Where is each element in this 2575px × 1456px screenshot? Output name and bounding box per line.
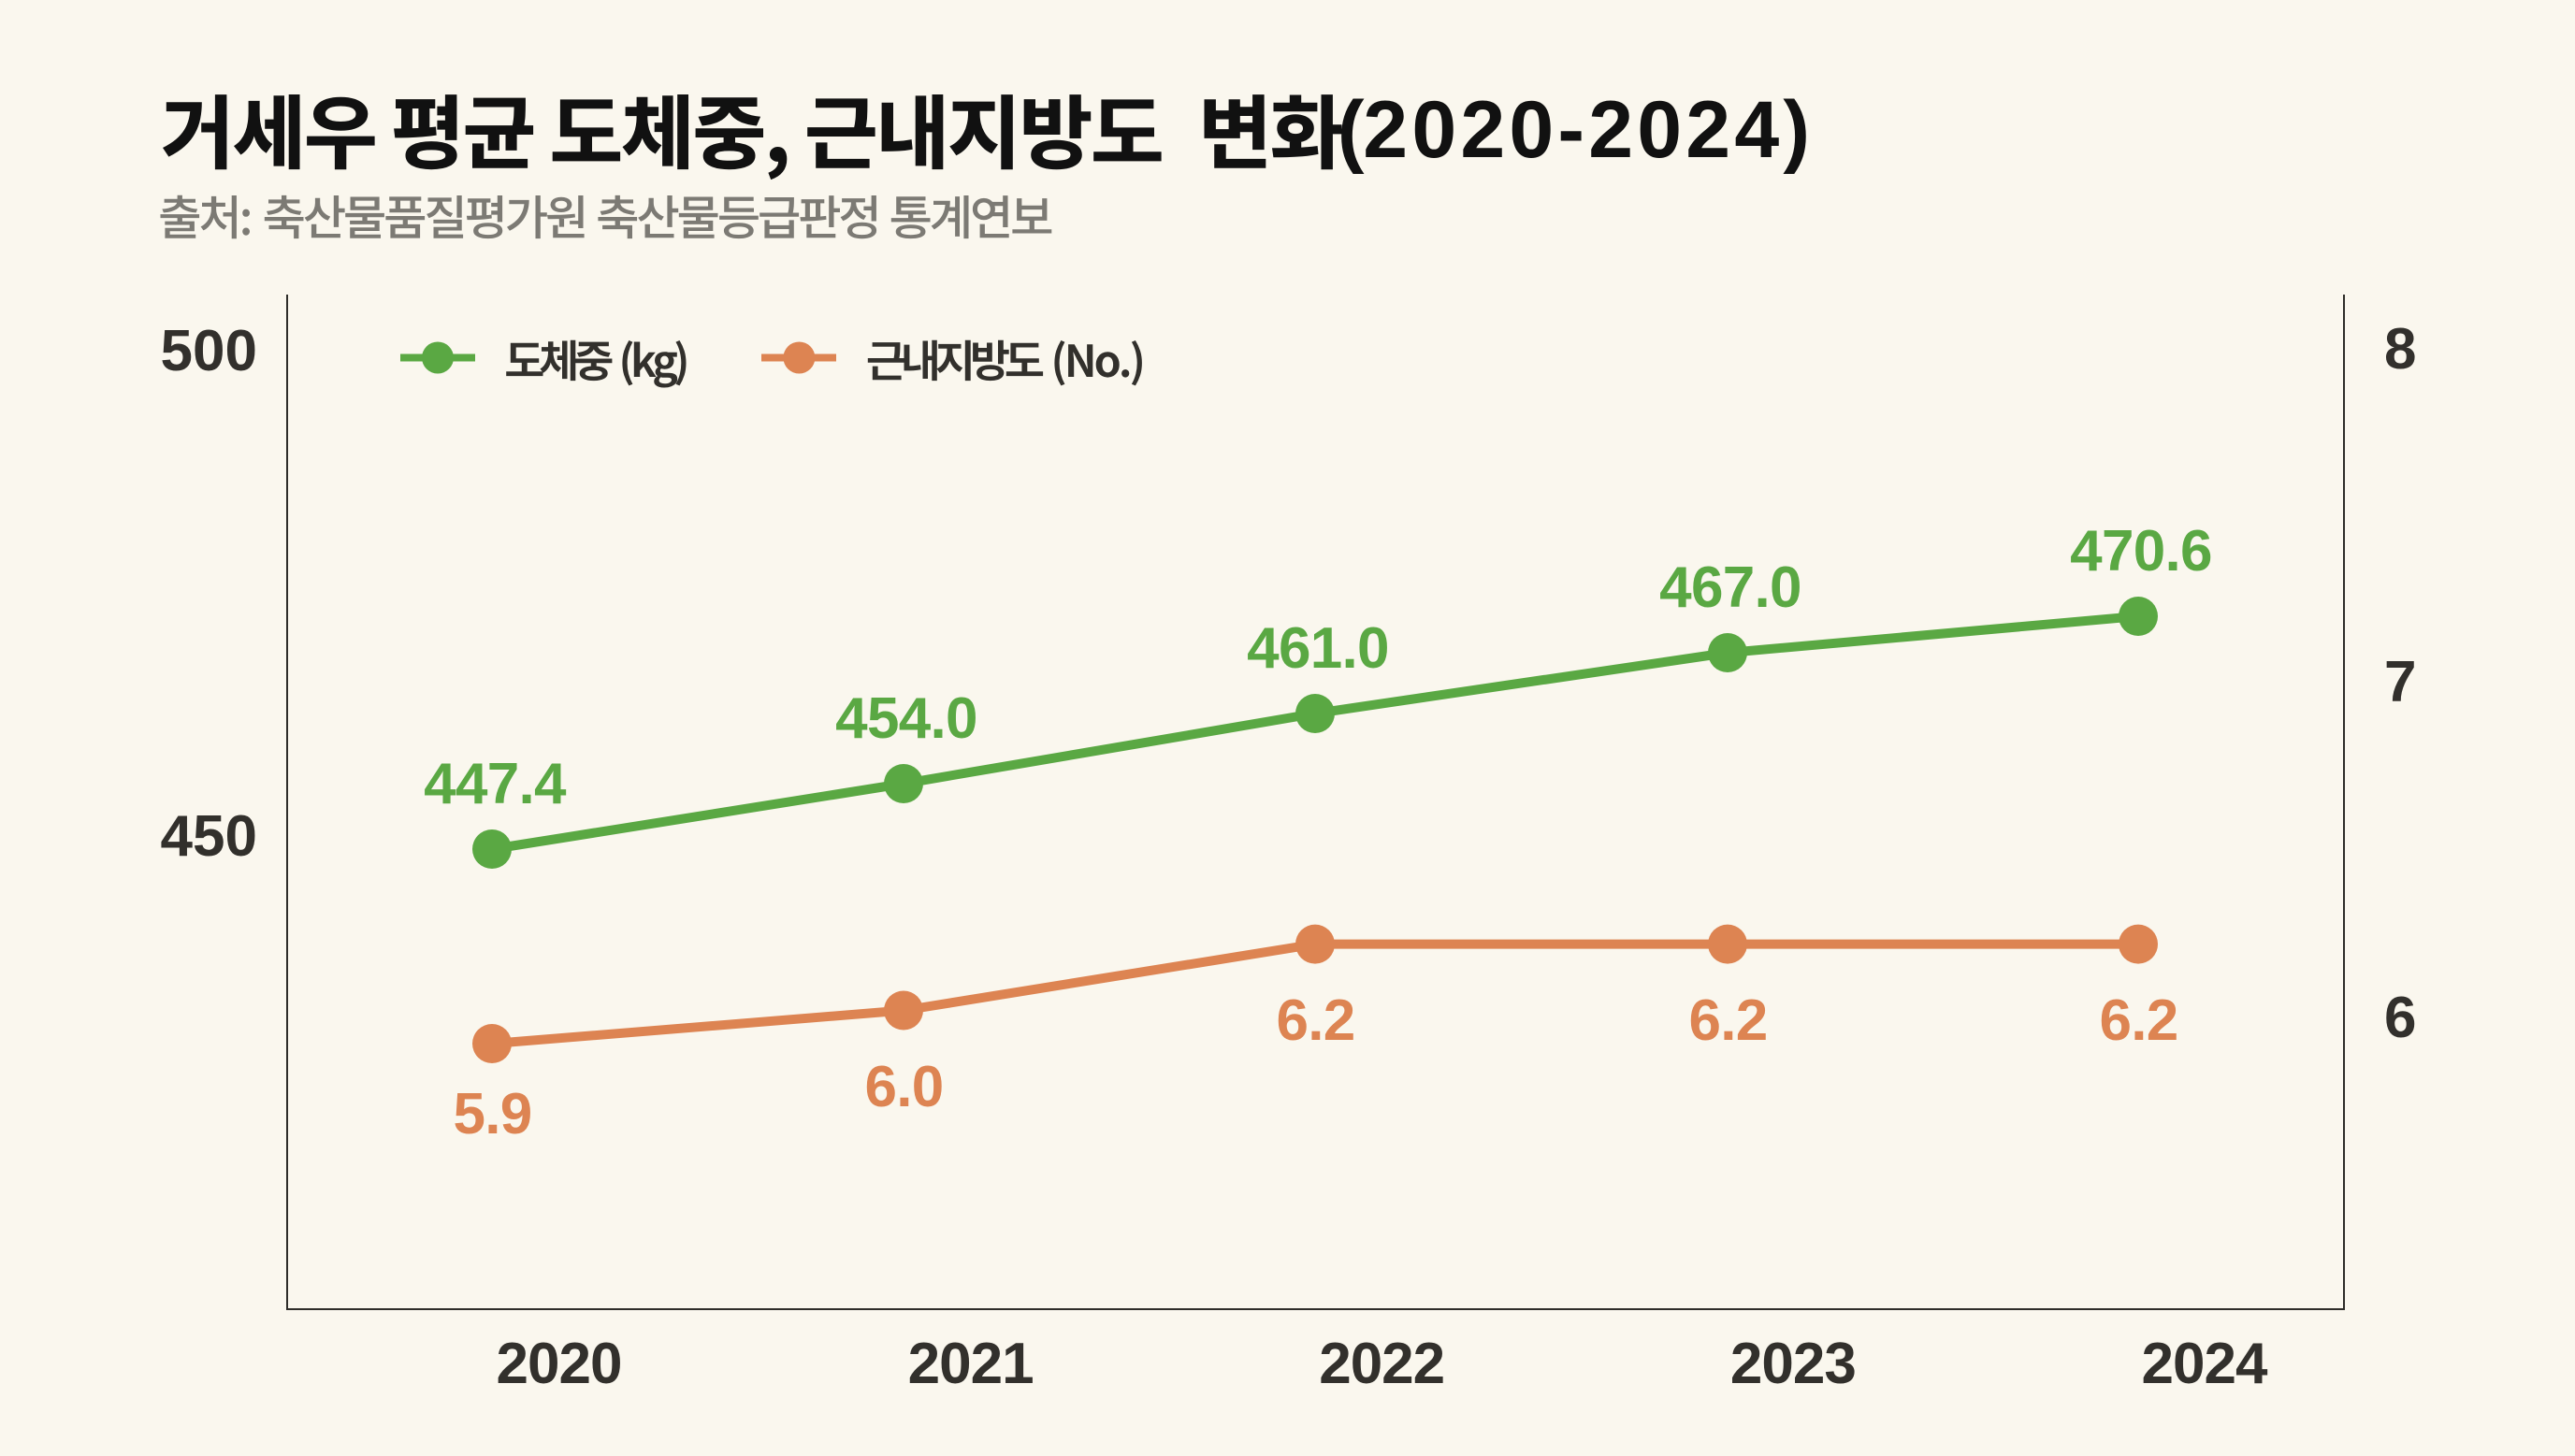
svg-text:2021: 2021 <box>908 1332 1034 1396</box>
svg-text:470.6: 470.6 <box>2070 519 2212 584</box>
svg-text:5.9: 5.9 <box>453 1082 531 1146</box>
svg-text:2020-2024): 2020-2024) <box>1363 85 1814 175</box>
svg-text:6.0: 6.0 <box>864 1055 943 1119</box>
svg-text:2023: 2023 <box>1730 1332 1856 1396</box>
svg-text:7: 7 <box>2384 650 2416 714</box>
svg-text:6: 6 <box>2384 986 2416 1050</box>
svg-text:500: 500 <box>161 319 257 383</box>
svg-text:2022: 2022 <box>1319 1332 1444 1396</box>
svg-text:454.0: 454.0 <box>835 686 977 751</box>
svg-text:2020: 2020 <box>497 1332 622 1396</box>
svg-text:2024: 2024 <box>2142 1332 2268 1396</box>
svg-text:461.0: 461.0 <box>1247 616 1389 681</box>
svg-text:6.2: 6.2 <box>1688 988 1767 1053</box>
svg-text:8: 8 <box>2384 317 2416 382</box>
svg-text:6.2: 6.2 <box>1276 988 1354 1053</box>
svg-text:450: 450 <box>161 804 257 869</box>
svg-text:(: ( <box>1338 85 1365 175</box>
svg-text:6.2: 6.2 <box>2099 988 2177 1053</box>
svg-text:467.0: 467.0 <box>1659 555 1801 620</box>
svg-text:447.4: 447.4 <box>424 752 567 816</box>
